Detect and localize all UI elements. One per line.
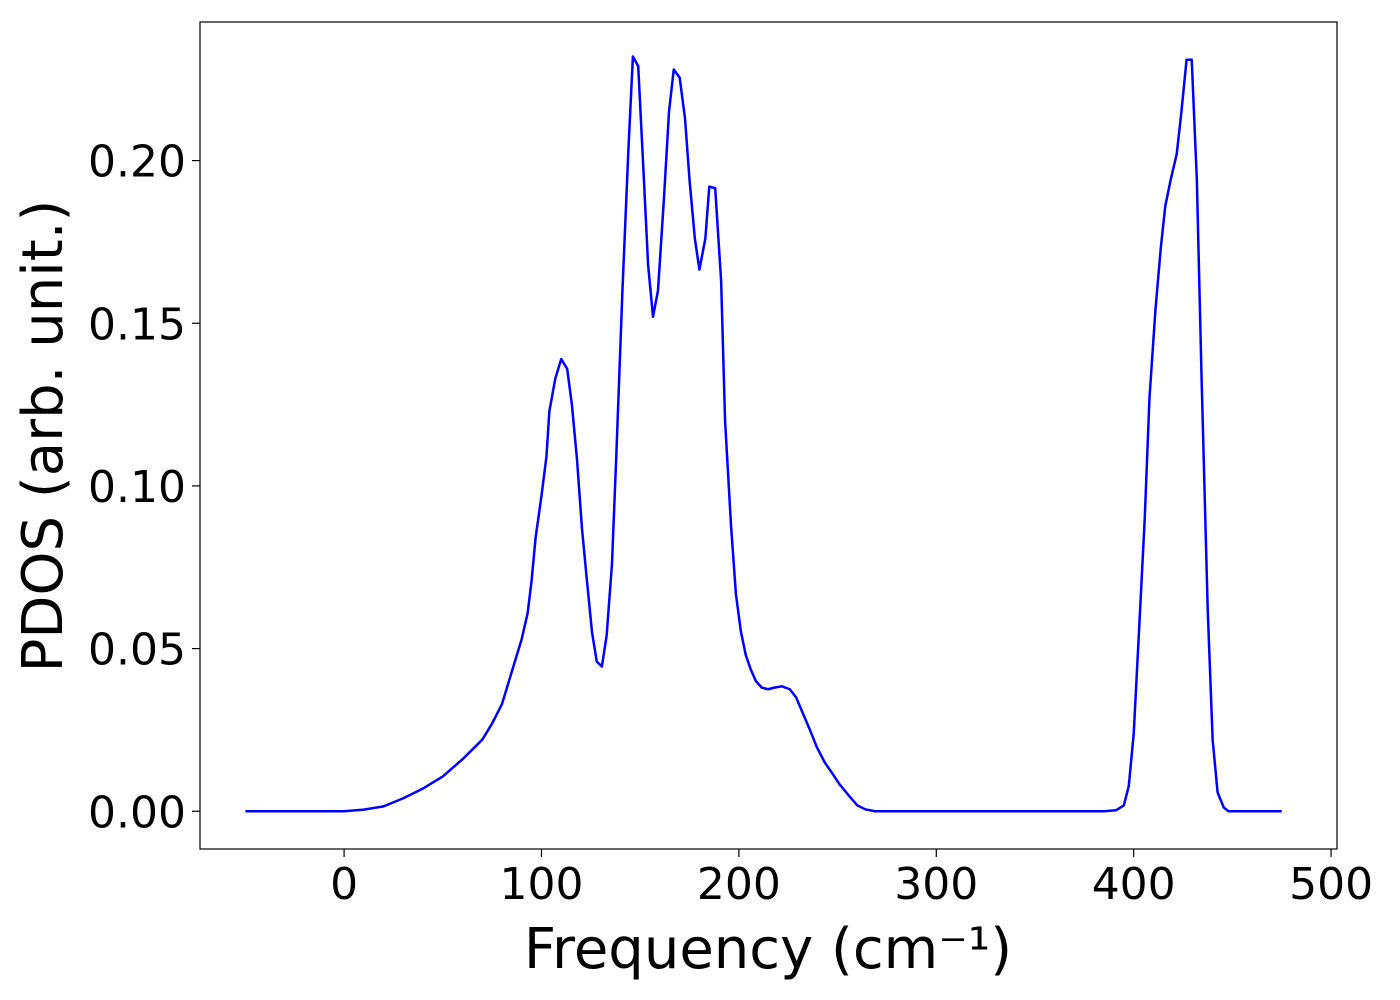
- y-tick-label: 0.05: [88, 625, 186, 676]
- y-axis-label: PDOS (arb. unit.): [11, 200, 76, 673]
- y-tick-label: 0.15: [88, 299, 186, 350]
- x-tick-label: 100: [500, 859, 584, 910]
- line: [245, 55, 1282, 813]
- y-tick-label: 0.20: [88, 137, 186, 188]
- y-tick-label: 0.00: [88, 787, 186, 838]
- x-axis-label: Frequency (cm⁻¹): [524, 917, 1012, 982]
- plot-frame: [199, 21, 1338, 850]
- x-tick-label: 300: [894, 859, 978, 910]
- y-tick-label: 0.10: [88, 462, 186, 513]
- x-tick-label: 0: [330, 859, 358, 910]
- x-tick-label: 500: [1289, 859, 1373, 910]
- x-tick-label: 200: [697, 859, 781, 910]
- x-tick-label: 400: [1092, 859, 1176, 910]
